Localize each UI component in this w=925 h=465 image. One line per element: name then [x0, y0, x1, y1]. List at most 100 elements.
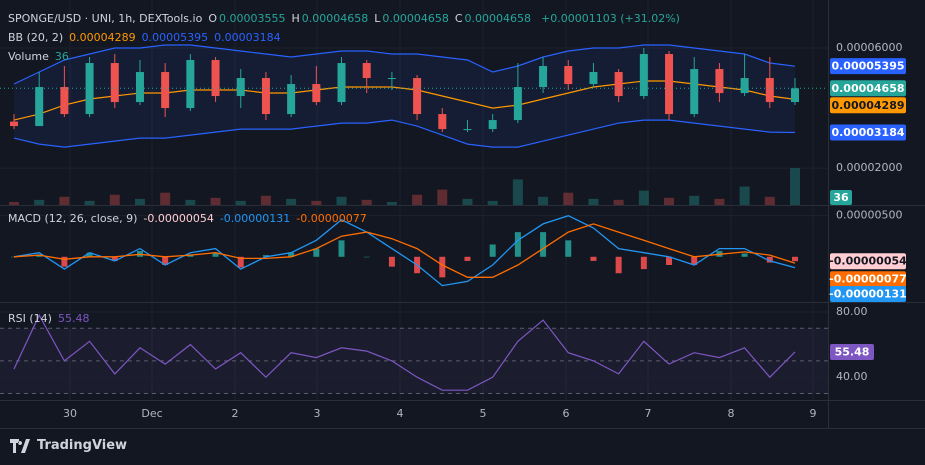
y-tick-label: 0.00006000: [836, 41, 902, 54]
macd-value: -0.00000131: [219, 212, 291, 225]
macd-histogram-bar: [338, 240, 345, 257]
x-tick-label: 9: [810, 407, 817, 420]
candle-body: [488, 120, 497, 130]
volume-name: Volume: [8, 50, 49, 63]
macd-histogram-bar: [363, 256, 370, 258]
x-tick-label: 2: [232, 407, 239, 420]
macd-histogram-bar: [489, 244, 496, 257]
macd-name: MACD (12, 26, close, 9): [8, 212, 138, 225]
macd-histogram-bar: [86, 252, 93, 257]
last-price-tag-bg: [830, 80, 906, 97]
candle-body: [186, 60, 195, 109]
macd-legend: MACD (12, 26, close, 9) -0.00000054 -0.0…: [8, 212, 367, 225]
ohlc-value: 0.00003555: [218, 12, 286, 25]
ohlc-value: 0.00004658: [301, 12, 369, 25]
macd-histogram-bar: [162, 256, 169, 266]
rsi-tag-bg: [830, 343, 874, 360]
macd-histogram-bar: [590, 256, 597, 261]
volume-bar: [689, 195, 700, 205]
volume-bar: [336, 196, 347, 205]
macd-histogram-bar: [262, 255, 269, 257]
macd-histogram-bar: [640, 256, 647, 270]
candle-body: [791, 88, 799, 103]
candle-body: [513, 87, 522, 121]
macd-hist-tag-bg: [830, 253, 906, 270]
macd-line: [13, 223, 796, 278]
candle-body: [85, 63, 94, 115]
macd-histogram-bar: [288, 252, 295, 257]
macd-tag: -0.00000131: [829, 288, 907, 301]
macd-histogram-bar: [388, 256, 395, 267]
rsi-line: [13, 313, 796, 391]
footer-text: TradingView: [37, 438, 128, 453]
candle-body: [135, 72, 144, 103]
macd-histogram-bar: [61, 256, 68, 267]
volume-bar: [764, 196, 775, 205]
volume-bar: [664, 197, 675, 205]
y-tick-label: 80.00: [836, 305, 868, 318]
macd-line: [13, 215, 796, 287]
ohlc: O 0.00003555 H 0.00004658 L 0.00004658 C 0.0000…: [208, 12, 535, 25]
x-tick-label: Dec: [141, 407, 162, 420]
candle-body: [740, 78, 749, 94]
logo: [10, 438, 30, 453]
volume-bar: [588, 198, 599, 205]
macd-histogram-bar: [666, 256, 673, 266]
macd-histogram-bar: [615, 256, 622, 274]
bb-lower: 0.00003184: [214, 31, 281, 44]
volume-legend: Volume 36: [8, 50, 69, 63]
symbol: SPONGE/USD · UNI, 1h, DEXTools.io: [8, 12, 203, 25]
rsi-value: 55.48: [57, 312, 90, 325]
macd-histogram-bar: [565, 240, 572, 257]
bb-legend: BB (20, 2) 0.00004289 0.00005395 0.00003…: [8, 31, 281, 44]
candle-body: [463, 129, 472, 131]
volume-bar: [638, 190, 649, 205]
candle-body: [614, 72, 623, 97]
volume-bar: [59, 196, 70, 205]
macd-histogram-bar: [514, 232, 521, 257]
x-tick-label: 4: [397, 407, 404, 420]
ohlc-value: 0.00004658: [382, 12, 449, 25]
macd-histogram-bar: [237, 256, 244, 268]
volume-bar: [134, 198, 145, 205]
macd-histogram-bar: [792, 256, 798, 262]
volume-bar: [790, 168, 800, 205]
y-tick-label: 40.00: [836, 370, 868, 383]
candle-body: [362, 63, 371, 79]
candle-body: [438, 114, 447, 130]
volume-bar: [563, 192, 574, 205]
candle-body: [35, 87, 44, 127]
macd-histogram-bar: [540, 232, 547, 257]
candle-body: [337, 63, 346, 103]
volume-bar: [361, 199, 372, 205]
volume-bar: [714, 198, 725, 205]
candle-body: [110, 63, 119, 103]
y-tick-label: 0.00000500: [836, 209, 902, 222]
candle-body: [287, 84, 296, 115]
macd-hist-tag: -0.00000054: [829, 255, 907, 268]
signal-value: -0.00000077: [296, 212, 367, 225]
bb-upper: 0.00005395: [141, 31, 209, 44]
candle-body: [161, 72, 170, 109]
ohlc-key: L: [374, 12, 381, 25]
candle-body: [765, 78, 774, 103]
volume-bar: [538, 196, 549, 205]
x-tick-label: 30: [63, 407, 77, 420]
volume-bar: [210, 197, 221, 205]
last-price-tag: 0.00004658: [831, 82, 904, 95]
bb-line: [13, 44, 796, 85]
footer: TradingView: [10, 438, 127, 453]
symbol-legend: SPONGE/USD · UNI, 1h, DEXTools.io O 0.000…: [8, 12, 680, 25]
volume-bar: [34, 199, 45, 205]
candle-body: [10, 121, 18, 127]
volume-bar: [84, 200, 95, 205]
x-tick-label: 6: [563, 407, 570, 420]
candle-body: [387, 78, 396, 80]
volume-bar: [386, 201, 397, 205]
bb-line: [13, 119, 796, 148]
x-tick-label: 8: [728, 407, 735, 420]
volume-bar: [412, 194, 423, 205]
volume-bar: [437, 189, 448, 205]
